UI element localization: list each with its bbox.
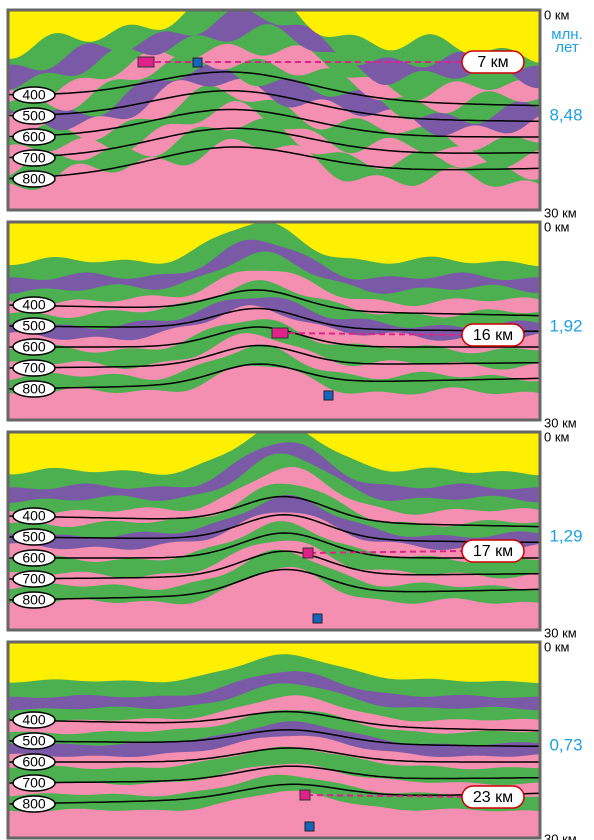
isotherm-label: 500: [22, 108, 46, 124]
isotherm-label: 600: [22, 339, 46, 355]
isotherm-label: 600: [22, 550, 46, 566]
isotherm-label: 400: [22, 508, 46, 524]
isotherm-label: 600: [22, 129, 46, 145]
top-depth: 0 км: [544, 429, 570, 444]
diagram: 4005006007008007 км0 км30 км8,4840050060…: [0, 0, 594, 840]
blue-marker: [324, 391, 333, 400]
isotherm-label: 600: [22, 754, 46, 770]
isotherm-label: 800: [22, 592, 46, 608]
isotherm-label: 800: [22, 796, 46, 812]
top-depth: 0 км: [544, 639, 570, 654]
depth-label: 16 км: [473, 327, 513, 344]
isotherm-label: 500: [22, 733, 46, 749]
bottom-depth: 30 км: [544, 415, 577, 430]
age: 1,92: [549, 316, 582, 335]
bottom-depth: 30 км: [544, 205, 577, 220]
isotherm-label: 700: [22, 775, 46, 791]
pink-marker: [303, 548, 313, 558]
panel: [8, 0, 540, 210]
age: 1,29: [549, 526, 582, 545]
top-depth: 0 км: [544, 219, 570, 234]
isotherm-label: 500: [22, 529, 46, 545]
isotherm-label: 700: [22, 360, 46, 376]
pink-marker: [300, 790, 310, 800]
isotherm-label: 400: [22, 87, 46, 103]
bottom-depth: 30 км: [544, 831, 577, 840]
isotherm-label: 700: [22, 150, 46, 166]
pink-marker: [272, 328, 288, 338]
isotherm-label: 400: [22, 712, 46, 728]
depth-label: 17 км: [473, 543, 513, 560]
depth-label: 7 км: [477, 54, 508, 71]
time-header: млн. лет: [544, 28, 590, 54]
top-depth: 0 км: [544, 7, 570, 22]
depth-label: 23 км: [473, 789, 513, 806]
isotherm-label: 800: [22, 381, 46, 397]
pink-marker: [138, 57, 154, 67]
panel: [8, 222, 540, 420]
isotherm-label: 800: [22, 171, 46, 187]
age: 0,73: [549, 735, 582, 754]
panel: [8, 423, 540, 630]
panel: [8, 642, 540, 838]
isotherm-label: 400: [22, 297, 46, 313]
page: 4005006007008007 км0 км30 км8,4840050060…: [0, 0, 594, 840]
blue-marker: [305, 822, 314, 831]
isotherm-label: 500: [22, 318, 46, 334]
blue-marker: [193, 58, 202, 67]
age: 8,48: [549, 105, 582, 124]
blue-marker: [313, 614, 322, 623]
bottom-depth: 30 км: [544, 625, 577, 640]
isotherm-label: 700: [22, 571, 46, 587]
